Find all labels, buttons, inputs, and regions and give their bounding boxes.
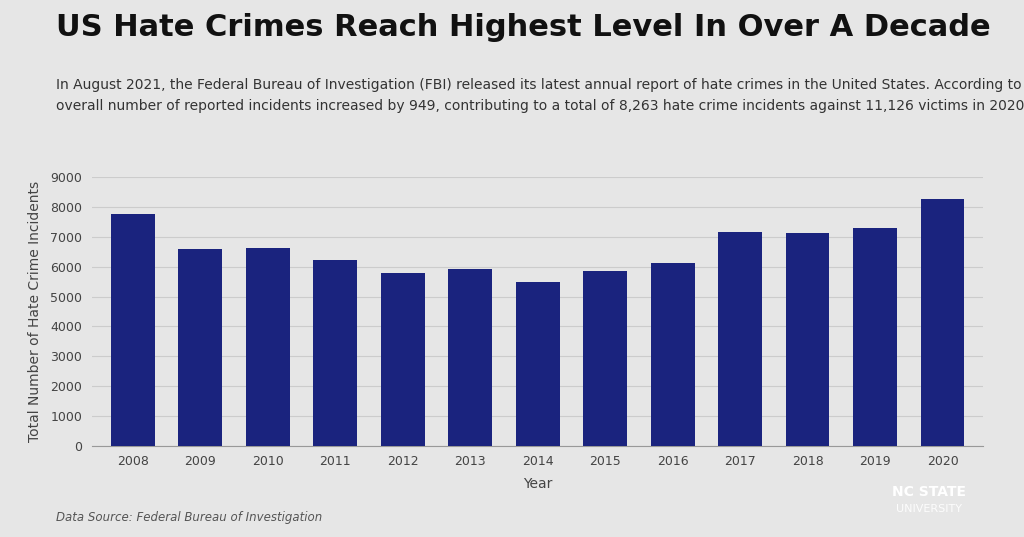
Bar [246, 248, 290, 446]
Text: Data Source: Federal Bureau of Investigation: Data Source: Federal Bureau of Investiga… [56, 511, 323, 524]
Text: In August 2021, the Federal Bureau of Investigation (FBI) released its latest an: In August 2021, the Federal Bureau of In… [56, 78, 1024, 92]
Bar [313, 260, 357, 446]
Bar [111, 214, 155, 446]
Bar [650, 263, 694, 446]
Bar [853, 228, 897, 446]
Bar [178, 249, 222, 446]
X-axis label: Year: Year [523, 477, 552, 491]
Text: NC STATE: NC STATE [892, 485, 967, 499]
Bar [785, 233, 829, 446]
Y-axis label: Total Number of Hate Crime Incidents: Total Number of Hate Crime Incidents [28, 181, 42, 442]
Bar [516, 282, 559, 446]
Bar [583, 271, 627, 446]
Bar [449, 269, 493, 446]
Text: UNIVERSITY: UNIVERSITY [896, 504, 963, 514]
Text: US Hate Crimes Reach Highest Level In Over A Decade: US Hate Crimes Reach Highest Level In Ov… [56, 13, 991, 42]
Bar [381, 273, 425, 446]
Bar [718, 231, 762, 446]
Text: overall number of reported incidents increased by 949, contributing to a total o: overall number of reported incidents inc… [56, 99, 1024, 113]
Bar [921, 199, 965, 446]
